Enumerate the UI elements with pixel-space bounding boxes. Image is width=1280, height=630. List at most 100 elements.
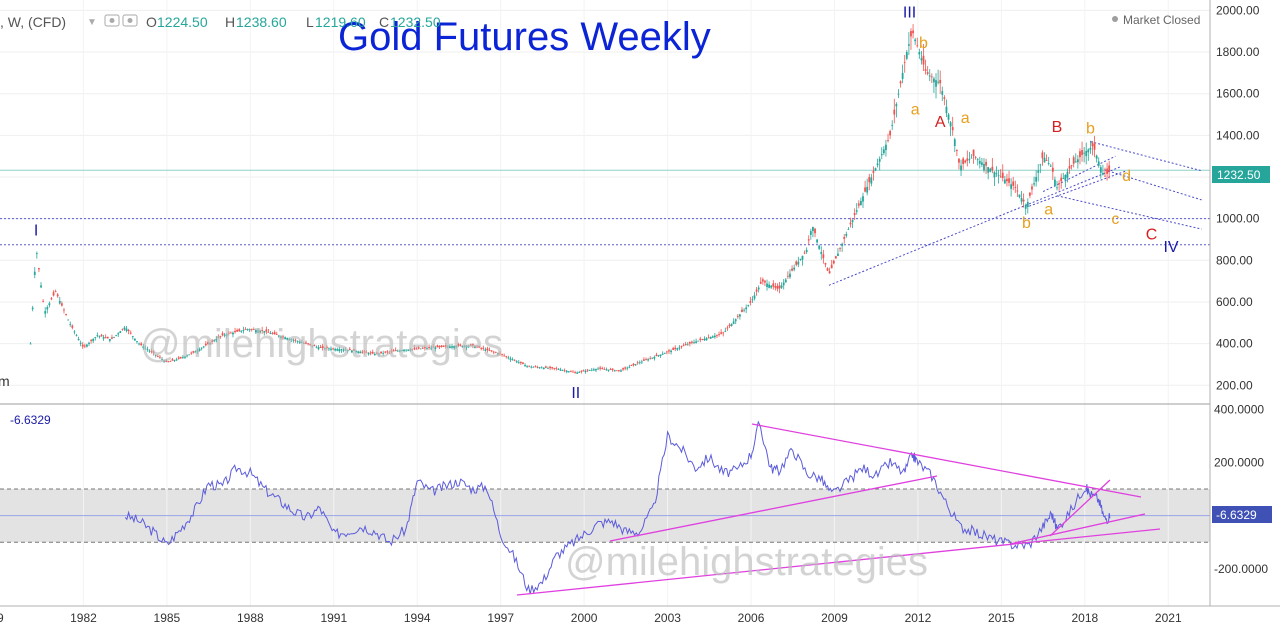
candle-body — [119, 331, 122, 334]
wave-label: a — [1044, 201, 1053, 218]
candle-body — [885, 144, 887, 151]
candle-body — [905, 52, 908, 59]
high-value: 1238.60 — [236, 14, 287, 30]
candle-body — [611, 368, 614, 370]
candle-body — [44, 311, 47, 314]
candle-body — [626, 367, 629, 369]
horizontal-levels — [0, 169, 1210, 246]
candle-body — [1047, 163, 1050, 164]
candle-body — [438, 346, 441, 348]
settings-icon[interactable] — [122, 14, 138, 27]
candle-body — [1035, 177, 1038, 182]
candle-body — [743, 309, 745, 311]
candle-body — [353, 348, 355, 351]
time-tick-label: 1985 — [154, 611, 181, 625]
candle-body — [603, 369, 606, 370]
candle-body — [981, 162, 983, 165]
time-axis-ticks: 1982 1985 1988 1991 1994 1997 2000 2003 2006 2009… — [0, 611, 1182, 625]
candle-body — [373, 353, 376, 356]
candle-body — [259, 330, 261, 333]
candle-body — [471, 343, 474, 346]
candle-body — [538, 367, 541, 369]
osc-trendline-right-1 — [1009, 513, 1146, 545]
candle-body — [421, 347, 424, 349]
candle-body — [770, 285, 773, 288]
candle-body — [33, 271, 36, 275]
candle-body — [54, 291, 57, 293]
candle-body — [1089, 147, 1092, 150]
candle-body — [711, 336, 714, 338]
candle-body — [40, 285, 42, 288]
candle-body — [302, 342, 305, 344]
wave-label: II — [571, 385, 580, 402]
candle-body — [757, 287, 760, 290]
candle-body — [849, 222, 852, 225]
candle-body — [978, 160, 981, 164]
candle-body — [442, 345, 445, 347]
wave-label: b — [1022, 215, 1031, 232]
candle-body — [223, 334, 226, 336]
candle-body — [540, 367, 543, 369]
candle-body — [935, 80, 937, 87]
candle-body — [997, 174, 1000, 176]
candle-body — [517, 362, 520, 363]
candle-body — [983, 163, 985, 171]
candle-body — [1102, 173, 1104, 175]
candle-body — [607, 369, 610, 371]
grid-lines — [0, 0, 1210, 606]
market-status: Market Closed — [1123, 13, 1200, 27]
candle-body — [1068, 165, 1071, 169]
candle-body — [284, 337, 287, 340]
candle-body — [567, 371, 570, 373]
wave-label: c — [1111, 211, 1119, 228]
chevron-down-icon[interactable]: ▼ — [87, 17, 97, 28]
low-label: L — [306, 14, 314, 30]
candle-body — [551, 367, 554, 369]
open-value: 1224.50 — [157, 14, 208, 30]
candle-body — [862, 196, 864, 202]
candle-body — [503, 355, 506, 357]
time-tick-label: 1994 — [404, 611, 431, 625]
time-tick-label: 1997 — [487, 611, 514, 625]
time-tick-label: 2000 — [571, 611, 598, 625]
candle-body — [69, 324, 72, 325]
watermark-top: @milehighstrategies — [140, 322, 503, 366]
candle-body — [866, 186, 869, 193]
candle-body — [1045, 160, 1048, 161]
market-status-dot — [1112, 16, 1118, 22]
candle-body — [747, 305, 750, 306]
candle-body — [640, 361, 643, 363]
candle-body — [716, 335, 718, 336]
candle-body — [488, 350, 491, 351]
candle-body — [764, 280, 766, 283]
candle-body — [920, 58, 923, 61]
candle-body — [964, 160, 967, 163]
price-tick-label: 800.00 — [1216, 253, 1253, 267]
candle-body — [649, 358, 652, 360]
candle-body — [286, 337, 289, 340]
candle-body — [1049, 165, 1052, 167]
candle-body — [970, 157, 973, 159]
eye-icon[interactable] — [104, 14, 120, 27]
candle-body — [1006, 178, 1008, 182]
candle-body — [271, 333, 274, 334]
candle-body — [382, 352, 385, 354]
candle-body — [451, 346, 453, 348]
candle-body — [597, 368, 599, 370]
candle-body — [966, 158, 969, 161]
last-price-label: 1232.50 — [1217, 168, 1261, 182]
candle-body — [751, 299, 754, 301]
candle-body — [394, 349, 397, 352]
candle-body — [864, 187, 866, 192]
candle-body — [544, 366, 547, 368]
watermark-bottom: @milehighstrategies — [565, 540, 928, 584]
candle-body — [937, 81, 939, 83]
candle-body — [1033, 183, 1035, 185]
candle-body — [386, 351, 389, 353]
candle-body — [58, 300, 61, 304]
candle-body — [709, 336, 712, 339]
candle-body — [795, 261, 798, 265]
candle-body — [430, 347, 433, 349]
price-tick-label: 1000.00 — [1216, 212, 1260, 226]
candle-body — [294, 339, 297, 341]
